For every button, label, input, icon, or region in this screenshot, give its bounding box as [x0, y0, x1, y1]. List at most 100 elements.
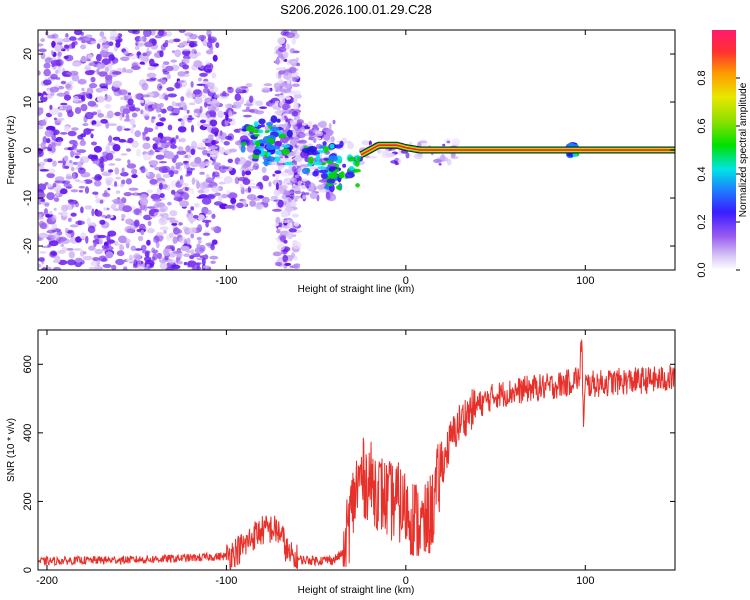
spectrogram-noise-blob [186, 109, 190, 114]
spectrogram-noise-blob [438, 163, 442, 166]
spectrogram-noise-blob [196, 196, 204, 199]
spectrogram-noise-blob [211, 185, 221, 193]
spectrogram-noise-blob [98, 255, 107, 262]
spectrogram-noise-blob [446, 140, 451, 144]
spectrogram-noise-blob [154, 125, 159, 130]
spectrogram-feature-blob [245, 125, 255, 132]
spectrogram-noise-blob [230, 197, 237, 204]
spectrogram-noise-blob [50, 50, 54, 56]
spectrogram-noise-blob [56, 92, 66, 97]
spectrogram-noise-blob [86, 93, 93, 99]
spectrogram-noise-blob [69, 224, 79, 228]
spectrogram-noise-blob [115, 190, 121, 194]
spectrogram-noise-blob [182, 58, 190, 64]
spectrogram-noise-blob [405, 152, 410, 159]
spectrogram-noise-blob [219, 130, 223, 136]
spectrogram-noise-blob [161, 142, 166, 148]
spectrogram-noise-blob [278, 70, 285, 75]
spectrogram-noise-blob [208, 146, 218, 150]
spectrogram-noise-blob [142, 133, 146, 141]
y-tick-label: -20 [22, 238, 34, 254]
spectrogram-noise-blob [274, 261, 283, 267]
spectrogram-noise-blob [157, 113, 162, 118]
spectrogram-noise-blob [184, 70, 190, 74]
spectrogram-noise-blob [221, 193, 228, 199]
spectrogram-noise-blob [73, 248, 82, 251]
spectrogram-noise-blob [213, 201, 223, 206]
spectrogram-noise-blob [125, 218, 134, 225]
spectrogram-noise-blob [169, 113, 179, 116]
spectrogram-noise-blob [159, 205, 168, 213]
spectrogram-noise-blob [287, 197, 292, 203]
spectrogram-noise-blob [193, 108, 202, 114]
spectrogram-noise-blob [106, 214, 111, 219]
spectrogram-noise-blob [312, 124, 318, 128]
spectrogram-noise-blob [183, 261, 188, 266]
spectrogram-noise-blob [84, 186, 90, 194]
spectrogram-noise-blob [148, 129, 152, 132]
spectrogram-feature-blob [313, 161, 322, 166]
spectrogram-noise-blob [328, 122, 332, 130]
spectrogram-noise-blob [52, 183, 57, 188]
spectrogram-noise-blob [140, 109, 144, 115]
spectrogram-noise-blob [196, 83, 206, 87]
spectrogram-noise-blob [202, 161, 212, 164]
spectrogram-noise-blob [332, 119, 336, 125]
spectrogram-noise-blob [63, 104, 73, 110]
spectrogram-noise-blob [92, 191, 99, 195]
spectrogram-noise-blob [194, 156, 202, 164]
spectrogram-noise-blob [38, 263, 42, 268]
spectrogram-noise-blob [209, 119, 218, 127]
spectrogram-noise-blob [162, 70, 170, 75]
spectrogram-noise-blob [278, 46, 287, 53]
spectrogram-noise-blob [202, 265, 210, 269]
spectrogram-noise-blob [140, 94, 151, 98]
spectrogram-noise-blob [307, 121, 313, 127]
spectrogram-noise-blob [38, 70, 41, 76]
spectrogram-noise-blob [196, 243, 201, 249]
spectrogram-noise-blob [69, 36, 77, 41]
spectrogram-noise-blob [293, 255, 298, 261]
spectrogram-noise-blob [164, 40, 169, 44]
spectrogram-noise-blob [249, 95, 254, 103]
spectrogram-noise-blob [108, 163, 116, 166]
snr-x-label: Height of straight line (km) [298, 585, 415, 596]
spectrogram-noise-blob [274, 170, 282, 175]
spectrogram-noise-blob [77, 134, 83, 140]
spectrogram-noise-blob [123, 50, 129, 56]
spectrogram-noise-blob [139, 197, 149, 206]
spectrogram-noise-blob [211, 213, 216, 219]
spectrogram-noise-blob [212, 171, 220, 177]
spectrogram-noise-blob [84, 66, 92, 71]
colorbar: 0.0 0.2 0.4 0.6 0.8 Normalized spectral ampl… [696, 30, 749, 278]
spectrogram-noise-blob [259, 106, 267, 109]
spectrogram-noise-blob [210, 260, 216, 264]
spectrogram-noise-blob [197, 224, 203, 233]
spectrogram-noise-blob [209, 255, 219, 260]
spectrogram-noise-blob [49, 86, 60, 93]
spectrogram-noise-blob [149, 178, 158, 185]
spectrogram-noise-cloud [38, 30, 461, 270]
y-tick-label: 400 [22, 424, 34, 442]
spectrogram-noise-blob [291, 110, 299, 117]
spectrogram-noise-blob [286, 232, 294, 240]
spectrogram-noise-blob [213, 94, 220, 99]
spectrogram-noise-blob [103, 207, 108, 211]
spectrogram-noise-blob [65, 33, 69, 38]
spectrogram-noise-blob [384, 148, 390, 155]
spectrogram-noise-blob [242, 131, 249, 137]
spectrogram-noise-blob [190, 233, 195, 239]
spectrogram-noise-blob [132, 124, 137, 128]
spectrogram-noise-blob [211, 162, 222, 166]
spectrogram-noise-blob [198, 161, 206, 169]
spectrogram-noise-blob [169, 210, 178, 217]
spectrogram-noise-blob [185, 145, 191, 153]
spectrogram-noise-blob [242, 199, 247, 205]
figure-title: S206.2026.100.01.29.C28 [280, 2, 432, 17]
spectrogram-noise-blob [197, 239, 202, 244]
spectrogram-feature-blob [253, 121, 259, 127]
spectrogram-noise-blob [144, 41, 154, 48]
spectrogram-noise-blob [130, 245, 136, 251]
spectrogram-noise-blob [296, 132, 306, 139]
spectrogram-noise-blob [53, 197, 60, 203]
